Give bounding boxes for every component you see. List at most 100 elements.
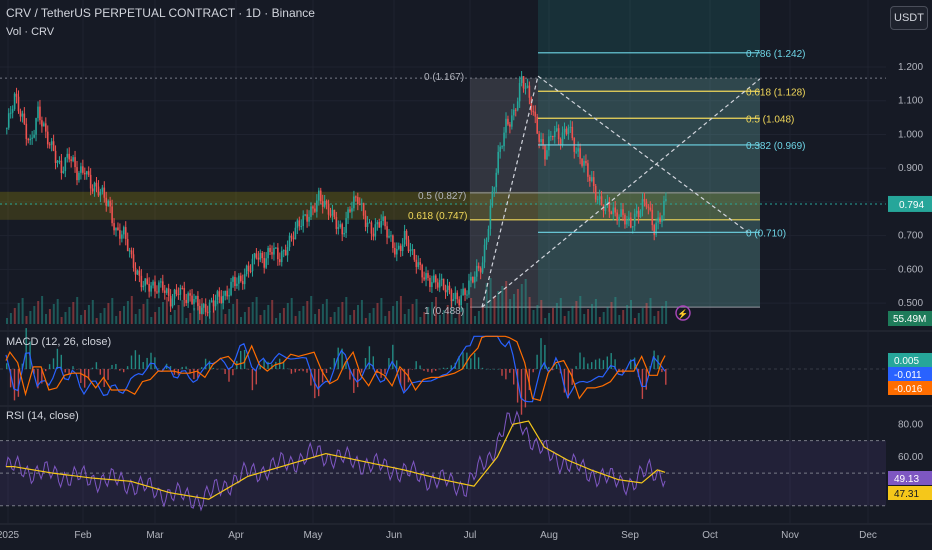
candle-body <box>142 285 145 288</box>
macd-histogram-bar <box>146 357 148 369</box>
volume-bar <box>645 303 648 324</box>
candle-body <box>95 182 98 187</box>
candle-body <box>310 206 312 217</box>
candle-body <box>555 128 558 132</box>
volume-bar <box>587 309 590 324</box>
candle-body <box>234 277 236 287</box>
macd-histogram-bar <box>80 369 82 383</box>
candle-body <box>357 197 359 205</box>
macd-histogram-bar <box>91 367 94 369</box>
candle-body <box>394 247 396 255</box>
candle-body <box>280 250 283 263</box>
macd-histogram-bar <box>21 363 23 369</box>
macd-histogram-bar <box>438 368 441 370</box>
macd-histogram-bar <box>208 360 211 369</box>
candle-body <box>325 200 328 204</box>
candle-body <box>435 275 437 283</box>
candle-body <box>362 203 365 216</box>
macd-histogram-bar <box>474 353 476 369</box>
candle-body <box>238 275 240 284</box>
candle-body <box>532 111 535 113</box>
candle-body <box>265 258 267 268</box>
volume-bar <box>423 312 426 324</box>
candle-body <box>665 199 667 201</box>
currency-button[interactable]: USDT <box>890 6 928 30</box>
volume-bar <box>115 316 118 324</box>
candle-body <box>444 289 447 293</box>
candle-body <box>31 137 33 139</box>
candle-body <box>514 109 517 111</box>
candle-body <box>171 298 174 307</box>
volume-bar <box>591 304 593 324</box>
volume-bar <box>540 300 543 324</box>
candle-body <box>300 225 303 227</box>
volume-bar <box>197 303 200 324</box>
candle-body <box>167 288 170 296</box>
macd-histogram-bar <box>419 365 421 369</box>
candle-body <box>64 157 67 172</box>
candle-body <box>360 203 363 205</box>
volume-bar <box>458 313 461 324</box>
candle-body <box>25 123 28 139</box>
macd-histogram-bar <box>587 363 589 369</box>
candle-body <box>158 282 160 293</box>
trend-line <box>481 78 761 308</box>
macd-histogram-bar <box>411 369 413 370</box>
candle-body <box>263 258 265 268</box>
candle-body <box>193 299 195 304</box>
candle-body <box>286 247 289 256</box>
macd-histogram-bar <box>243 349 246 369</box>
volume-bar <box>189 313 192 324</box>
candle-body <box>649 207 652 210</box>
macd-histogram-bar <box>450 365 452 369</box>
candle-body <box>316 200 318 212</box>
candle-body <box>392 235 394 248</box>
volume-bar <box>661 306 664 324</box>
macd-histogram-bar <box>552 369 554 371</box>
volume-bar <box>618 315 621 324</box>
volume-bar <box>403 314 406 324</box>
macd-histogram-bar <box>240 350 242 369</box>
volume-bar <box>380 298 383 324</box>
candle-body <box>115 227 117 231</box>
candle-body <box>637 210 640 218</box>
macd-histogram-bar <box>126 366 129 369</box>
macd-histogram-bar <box>403 369 406 391</box>
candle-body <box>419 262 421 265</box>
candle-body <box>401 244 404 252</box>
volume-bar <box>477 311 480 324</box>
candle-body <box>333 209 336 218</box>
macd-histogram-bar <box>17 369 20 397</box>
volume-bar <box>524 279 527 324</box>
candle-body <box>528 85 531 98</box>
volume-bar <box>528 297 531 324</box>
candle-body <box>267 247 269 259</box>
volume-bar <box>357 305 359 324</box>
candle-body <box>542 139 544 146</box>
volume-bar <box>633 318 636 324</box>
candle-body <box>657 217 659 223</box>
candle-body <box>624 214 626 225</box>
macd-histogram-bar <box>353 369 355 393</box>
macd-histogram-bar <box>489 369 491 370</box>
macd-histogram-bar <box>169 366 172 369</box>
volume-bar <box>641 308 644 324</box>
macd-histogram-bar <box>189 369 191 374</box>
candle-body <box>240 275 242 282</box>
macd-value-label: -0.011 <box>894 370 922 381</box>
volume-bar <box>263 310 266 324</box>
volume-bar <box>119 311 122 324</box>
candle-body <box>563 128 566 133</box>
macd-histogram-bar <box>130 355 133 369</box>
candle-body <box>314 208 316 212</box>
time-axis-label: Aug <box>540 530 558 541</box>
candle-body <box>407 239 410 252</box>
macd-histogram-bar <box>481 367 484 369</box>
time-axis-label: Sep <box>621 530 639 541</box>
volume-bar <box>485 283 488 324</box>
candle-body <box>633 213 636 227</box>
macd-histogram-bar <box>286 368 289 370</box>
candle-body <box>269 247 271 253</box>
macd-histogram-bar <box>505 369 507 380</box>
